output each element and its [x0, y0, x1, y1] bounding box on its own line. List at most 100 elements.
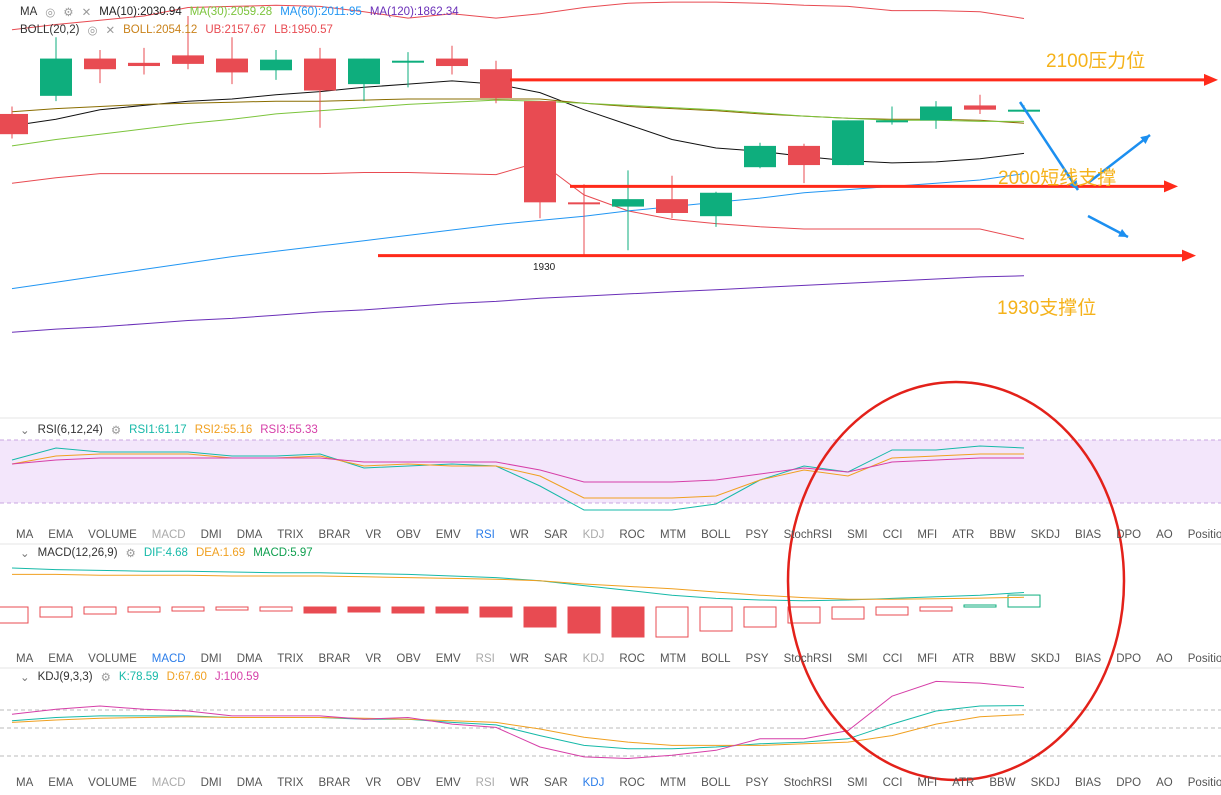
indicator-tab-ma[interactable]: MA	[16, 529, 34, 541]
indicator-tab-bias[interactable]: BIAS	[1074, 653, 1102, 665]
indicator-tab-psy[interactable]: PSY	[745, 777, 769, 789]
settings-icon[interactable]: ⚙	[125, 548, 136, 560]
indicator-tab-dmi[interactable]: DMI	[200, 529, 222, 541]
indicator-tab-wr[interactable]: WR	[509, 653, 529, 665]
indicator-tab-sar[interactable]: SAR	[543, 653, 568, 665]
indicator-tab-emv[interactable]: EMV	[435, 529, 461, 541]
indicator-tab-trix[interactable]: TRIX	[277, 653, 304, 665]
indicator-tab-smi[interactable]: SMI	[847, 653, 868, 665]
indicator-tab-bias[interactable]: BIAS	[1074, 529, 1102, 541]
indicator-tab-boll[interactable]: BOLL	[701, 777, 731, 789]
indicator-tab-trix[interactable]: TRIX	[277, 777, 304, 789]
indicator-tab-brar[interactable]: BRAR	[318, 777, 351, 789]
indicator-tab-macd[interactable]: MACD	[151, 653, 186, 665]
indicator-tab-smi[interactable]: SMI	[847, 529, 868, 541]
indicator-tab-volume[interactable]: VOLUME	[88, 653, 137, 665]
indicator-tab-vr[interactable]: VR	[365, 529, 382, 541]
indicator-tab-dmi[interactable]: DMI	[200, 777, 222, 789]
indicator-tab-dma[interactable]: DMA	[236, 653, 263, 665]
indicator-tab-emv[interactable]: EMV	[435, 777, 461, 789]
indicator-tab-obv[interactable]: OBV	[396, 777, 421, 789]
indicator-tab-ao[interactable]: AO	[1156, 529, 1173, 541]
indicator-tab-wr[interactable]: WR	[509, 777, 529, 789]
indicator-tab-dpo[interactable]: DPO	[1116, 653, 1142, 665]
indicator-tab-position[interactable]: Position	[1187, 777, 1221, 789]
indicator-tab-ma[interactable]: MA	[16, 777, 34, 789]
indicator-tab-kdj[interactable]: KDJ	[582, 777, 605, 789]
indicator-tab-atr[interactable]: ATR	[952, 777, 975, 789]
indicator-tab-rsi[interactable]: RSI	[475, 653, 495, 665]
indicator-tab-sar[interactable]: SAR	[543, 777, 568, 789]
indicator-tab-bbw[interactable]: BBW	[989, 777, 1016, 789]
indicator-tab-dma[interactable]: DMA	[236, 777, 263, 789]
indicator-tab-brar[interactable]: BRAR	[318, 529, 351, 541]
indicator-tab-dpo[interactable]: DPO	[1116, 529, 1142, 541]
indicator-tab-rsi[interactable]: RSI	[475, 777, 495, 789]
indicator-tab-stochrsi[interactable]: StochRSI	[783, 777, 833, 789]
indicator-tab-ema[interactable]: EMA	[48, 777, 74, 789]
indicator-tab-stochrsi[interactable]: StochRSI	[783, 529, 833, 541]
indicator-tab-macd[interactable]: MACD	[151, 777, 186, 789]
indicator-tab-emv[interactable]: EMV	[435, 653, 461, 665]
collapse-icon[interactable]: ⌄	[20, 672, 30, 684]
indicator-tab-trix[interactable]: TRIX	[277, 529, 304, 541]
close-icon[interactable]: ✕	[105, 25, 116, 37]
indicator-tab-dma[interactable]: DMA	[236, 529, 263, 541]
indicator-tab-boll[interactable]: BOLL	[701, 529, 731, 541]
settings-icon[interactable]: ⚙	[100, 672, 111, 684]
indicator-tab-position[interactable]: Position	[1187, 653, 1221, 665]
indicator-tab-dmi[interactable]: DMI	[200, 653, 222, 665]
indicator-tab-mfi[interactable]: MFI	[917, 777, 938, 789]
indicator-tab-brar[interactable]: BRAR	[318, 653, 351, 665]
indicator-tab-skdj[interactable]: SKDJ	[1030, 653, 1060, 665]
indicator-tab-volume[interactable]: VOLUME	[88, 529, 137, 541]
indicator-tab-kdj[interactable]: KDJ	[582, 529, 605, 541]
indicator-tab-atr[interactable]: ATR	[952, 653, 975, 665]
indicator-tab-psy[interactable]: PSY	[745, 653, 769, 665]
indicator-tab-roc[interactable]: ROC	[619, 777, 645, 789]
indicator-tab-skdj[interactable]: SKDJ	[1030, 529, 1060, 541]
indicator-tab-ema[interactable]: EMA	[48, 653, 74, 665]
indicator-tab-bias[interactable]: BIAS	[1074, 777, 1102, 789]
indicator-tab-position[interactable]: Position	[1187, 529, 1221, 541]
indicator-tab-atr[interactable]: ATR	[952, 529, 975, 541]
indicator-tab-cci[interactable]: CCI	[882, 653, 903, 665]
indicator-tab-obv[interactable]: OBV	[396, 653, 421, 665]
indicator-tab-mtm[interactable]: MTM	[659, 653, 687, 665]
indicator-tab-ma[interactable]: MA	[16, 653, 34, 665]
indicator-tab-mfi[interactable]: MFI	[917, 653, 938, 665]
indicator-tab-wr[interactable]: WR	[509, 529, 529, 541]
indicator-tab-roc[interactable]: ROC	[619, 529, 645, 541]
close-icon[interactable]: ✕	[81, 7, 92, 19]
indicator-tab-rsi[interactable]: RSI	[475, 529, 495, 541]
indicator-tab-smi[interactable]: SMI	[847, 777, 868, 789]
indicator-tab-sar[interactable]: SAR	[543, 529, 568, 541]
indicator-tab-kdj[interactable]: KDJ	[582, 653, 605, 665]
indicator-tab-psy[interactable]: PSY	[745, 529, 769, 541]
indicator-tab-mtm[interactable]: MTM	[659, 777, 687, 789]
settings-icon[interactable]: ⚙	[63, 7, 74, 19]
indicator-tab-skdj[interactable]: SKDJ	[1030, 777, 1060, 789]
eye-icon[interactable]: ◎	[45, 7, 56, 19]
eye-icon[interactable]: ◎	[87, 25, 98, 37]
indicator-tab-ao[interactable]: AO	[1156, 777, 1173, 789]
indicator-tab-macd[interactable]: MACD	[151, 529, 186, 541]
indicator-tab-vr[interactable]: VR	[365, 777, 382, 789]
indicator-tab-obv[interactable]: OBV	[396, 529, 421, 541]
indicator-tab-cci[interactable]: CCI	[882, 529, 903, 541]
indicator-tab-ema[interactable]: EMA	[48, 529, 74, 541]
indicator-tab-cci[interactable]: CCI	[882, 777, 903, 789]
indicator-tab-mfi[interactable]: MFI	[917, 529, 938, 541]
indicator-tab-bbw[interactable]: BBW	[989, 653, 1016, 665]
indicator-tab-stochrsi[interactable]: StochRSI	[783, 653, 833, 665]
indicator-tab-boll[interactable]: BOLL	[701, 653, 731, 665]
settings-icon[interactable]: ⚙	[110, 425, 122, 437]
indicator-tab-ao[interactable]: AO	[1156, 653, 1173, 665]
indicator-tab-dpo[interactable]: DPO	[1116, 777, 1142, 789]
indicator-tab-bbw[interactable]: BBW	[989, 529, 1016, 541]
collapse-icon[interactable]: ⌄	[20, 425, 30, 437]
indicator-tab-volume[interactable]: VOLUME	[88, 777, 137, 789]
collapse-icon[interactable]: ⌄	[20, 548, 30, 560]
indicator-tab-mtm[interactable]: MTM	[659, 529, 687, 541]
